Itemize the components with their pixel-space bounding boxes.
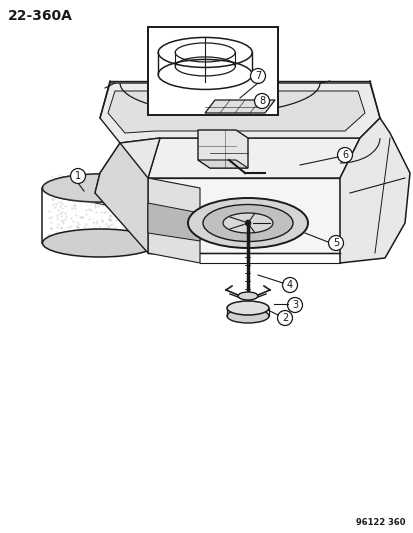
Circle shape xyxy=(254,93,269,109)
Circle shape xyxy=(250,69,265,84)
Ellipse shape xyxy=(43,174,157,202)
Text: 2: 2 xyxy=(281,313,287,323)
Text: 4: 4 xyxy=(286,280,292,290)
Polygon shape xyxy=(95,143,147,253)
Polygon shape xyxy=(147,203,199,241)
Ellipse shape xyxy=(43,174,157,202)
Text: 96122 360: 96122 360 xyxy=(356,518,405,527)
Polygon shape xyxy=(108,91,364,133)
Text: 6: 6 xyxy=(341,150,347,160)
Text: 5: 5 xyxy=(332,238,338,248)
Ellipse shape xyxy=(226,301,268,315)
Polygon shape xyxy=(197,160,247,168)
Polygon shape xyxy=(147,138,359,178)
Ellipse shape xyxy=(226,309,268,323)
Circle shape xyxy=(328,236,343,251)
Circle shape xyxy=(277,311,292,326)
Circle shape xyxy=(287,297,302,312)
Ellipse shape xyxy=(202,205,292,241)
Circle shape xyxy=(282,278,297,293)
Ellipse shape xyxy=(188,198,307,248)
Text: 8: 8 xyxy=(258,96,264,106)
Text: 3: 3 xyxy=(291,300,297,310)
Ellipse shape xyxy=(223,213,272,233)
Polygon shape xyxy=(197,130,247,168)
Polygon shape xyxy=(147,178,339,253)
Polygon shape xyxy=(204,100,274,113)
Text: 7: 7 xyxy=(254,71,261,81)
Bar xyxy=(147,27,277,115)
Polygon shape xyxy=(100,83,379,143)
Ellipse shape xyxy=(237,292,257,300)
Polygon shape xyxy=(95,138,159,193)
Ellipse shape xyxy=(43,229,157,257)
Circle shape xyxy=(70,168,85,183)
Polygon shape xyxy=(339,118,409,263)
Text: 1: 1 xyxy=(75,171,81,181)
Text: 22-360A: 22-360A xyxy=(8,9,73,23)
Circle shape xyxy=(337,148,351,163)
Polygon shape xyxy=(147,178,199,263)
Circle shape xyxy=(244,220,250,226)
